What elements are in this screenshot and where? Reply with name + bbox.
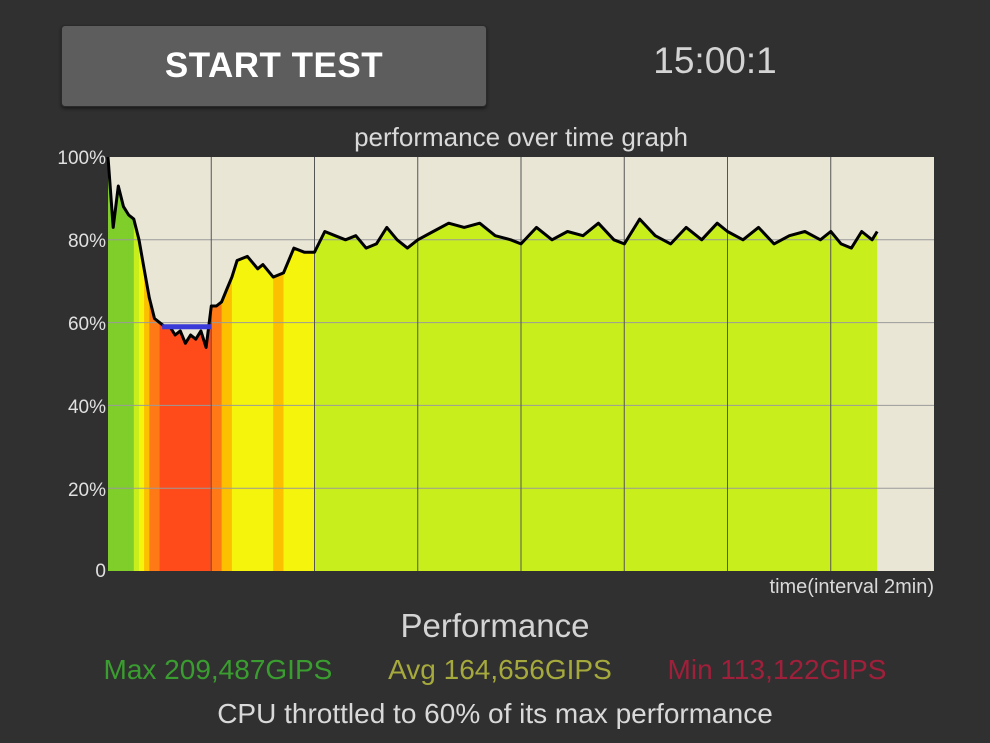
heat-stripe — [479, 157, 496, 571]
heat-stripe — [407, 157, 419, 571]
heat-stripe — [123, 157, 130, 571]
performance-graph: 100% 80% 60% 40% 20% 0 — [57, 148, 934, 582]
heat-stripe — [701, 157, 718, 571]
heat-stripe — [195, 157, 202, 571]
heat-stripe — [448, 157, 465, 571]
heat-stripe — [257, 157, 264, 571]
performance-title: Performance — [400, 607, 590, 644]
heat-stripe — [552, 157, 569, 571]
heat-stripe — [804, 157, 821, 571]
max-performance: Max 209,487GIPS — [103, 654, 333, 685]
heat-stripe — [758, 157, 775, 571]
heat-stripe — [216, 157, 223, 571]
test-duration-timer: 15:00:1 — [653, 40, 777, 81]
heat-stripe — [128, 157, 135, 571]
heat-stripe — [154, 157, 161, 571]
heat-stripe — [820, 157, 832, 571]
x-axis-label: time(interval 2min) — [769, 576, 934, 598]
heat-stripe — [397, 157, 408, 571]
avg-performance: Avg 164,656GIPS — [388, 654, 612, 685]
heat-stripe — [185, 157, 192, 571]
heat-stripe — [774, 157, 791, 571]
heat-stripe — [521, 157, 538, 571]
performance-line — [106, 156, 879, 349]
heat-stripe — [536, 157, 553, 571]
heat-stripe — [583, 157, 600, 571]
heat-stripe — [345, 157, 357, 571]
heat-stripe — [386, 157, 398, 571]
y-tick-20: 20% — [68, 480, 106, 501]
heat-stripe — [164, 157, 171, 571]
throttle-message: CPU throttled to 60% of its max performa… — [217, 698, 773, 729]
grid-lines — [108, 157, 934, 571]
heat-stripe — [376, 157, 388, 571]
heat-stripe — [108, 157, 114, 571]
heat-stripe — [190, 157, 197, 571]
heat-stripe — [149, 157, 156, 571]
heat-stripe — [211, 157, 218, 571]
heat-area — [108, 157, 878, 571]
heat-stripe — [789, 157, 806, 571]
heat-stripe — [314, 157, 326, 571]
heat-stripe — [237, 157, 248, 571]
heat-stripe — [686, 157, 703, 571]
heat-stripe — [433, 157, 450, 571]
heat-stripe — [366, 157, 377, 571]
heat-stripe — [231, 157, 238, 571]
heat-stripe — [226, 157, 233, 571]
heat-stripe — [830, 157, 842, 571]
heat-stripe — [727, 157, 744, 571]
heat-stripe — [510, 157, 522, 571]
heat-stripe — [851, 157, 863, 571]
heat-stripe — [717, 157, 729, 571]
heat-stripe — [159, 157, 166, 571]
heat-stripe — [598, 157, 615, 571]
heat-stripe — [144, 157, 150, 571]
heat-stripe — [175, 157, 181, 571]
graph-title: performance over time graph — [354, 122, 688, 152]
heat-stripe — [417, 157, 434, 571]
heat-stripe — [613, 157, 625, 571]
heat-stripe — [118, 157, 125, 571]
heat-stripe — [335, 157, 346, 571]
heat-stripe — [670, 157, 687, 571]
heat-stripe — [861, 157, 873, 571]
heat-stripe — [304, 157, 316, 571]
heat-stripe — [200, 157, 207, 571]
heat-stripe — [221, 157, 228, 571]
heat-stripe — [169, 157, 176, 571]
heat-stripe — [113, 157, 119, 571]
heat-stripe — [293, 157, 305, 571]
heat-stripe — [872, 157, 878, 571]
heat-stripe — [624, 157, 641, 571]
y-axis-ticks: 100% 80% 60% 40% 20% 0 — [57, 148, 106, 582]
heat-stripe — [355, 157, 367, 571]
heat-stripe — [464, 157, 481, 571]
heat-stripe — [639, 157, 656, 571]
heat-stripe — [567, 157, 584, 571]
heat-stripe — [273, 157, 285, 571]
y-tick-100: 100% — [57, 148, 106, 169]
heat-stripe — [139, 157, 145, 571]
heat-stripe — [324, 157, 336, 571]
performance-stats: Max 209,487GIPS Avg 164,656GIPS Min 113,… — [0, 654, 990, 686]
y-tick-60: 60% — [68, 314, 106, 335]
y-tick-0: 0 — [95, 561, 106, 582]
heat-stripe — [133, 157, 140, 571]
min-performance: Min 113,122GIPS — [667, 654, 887, 685]
heat-stripe — [180, 157, 187, 571]
heat-stripe — [262, 157, 274, 571]
heat-stripe — [495, 157, 512, 571]
heat-stripe — [206, 157, 212, 571]
heat-stripe — [743, 157, 760, 571]
heat-stripe — [841, 157, 852, 571]
heat-stripe — [283, 157, 295, 571]
y-tick-80: 80% — [68, 231, 106, 252]
heat-stripe — [247, 157, 259, 571]
y-tick-40: 40% — [68, 397, 106, 418]
heat-stripe — [655, 157, 672, 571]
start-test-button[interactable]: START TEST — [61, 25, 487, 107]
